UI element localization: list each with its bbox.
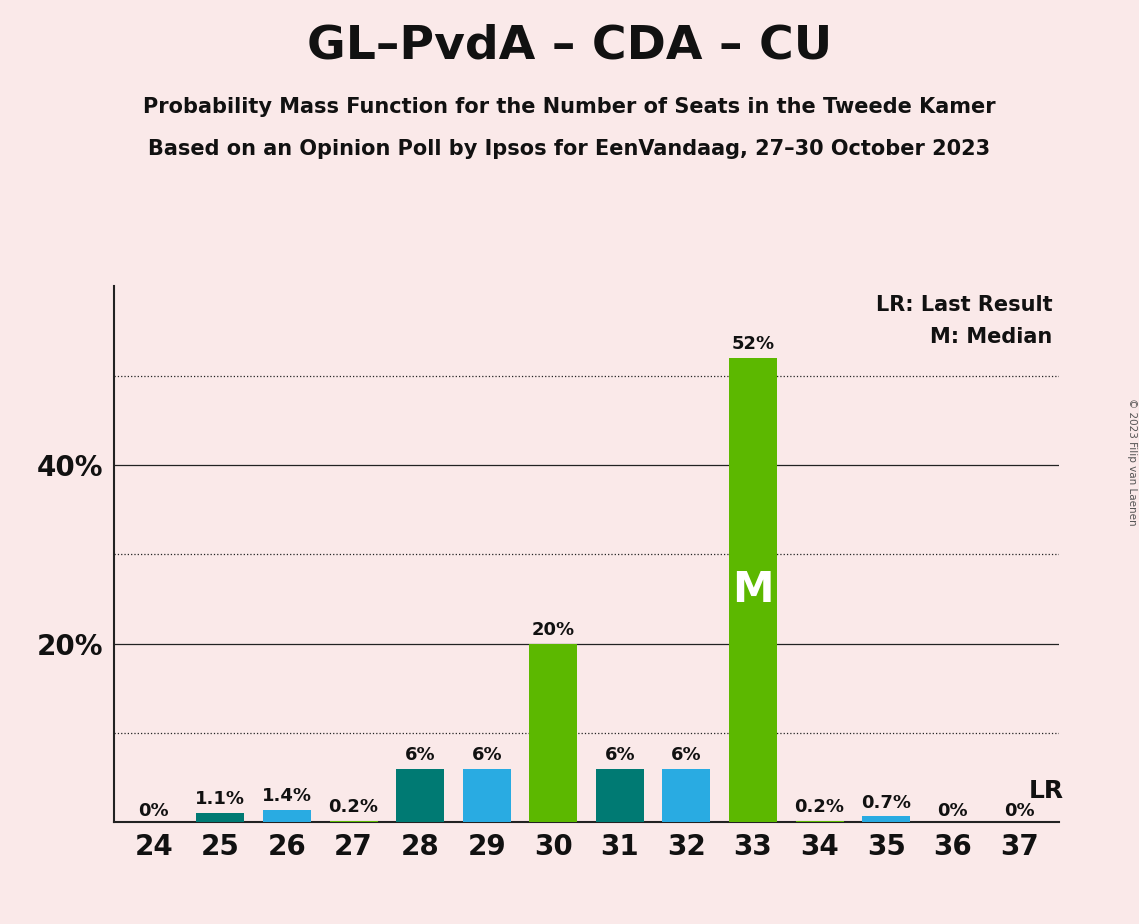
Text: Based on an Opinion Poll by Ipsos for EenVandaag, 27–30 October 2023: Based on an Opinion Poll by Ipsos for Ee… [148,139,991,159]
Text: M: Median: M: Median [931,327,1052,346]
Text: 0%: 0% [937,802,968,820]
Text: 52%: 52% [731,335,775,354]
Text: 0.2%: 0.2% [795,798,845,816]
Text: LR: LR [1029,779,1064,803]
Bar [263,809,311,822]
Text: © 2023 Filip van Laenen: © 2023 Filip van Laenen [1126,398,1137,526]
Bar [663,769,711,822]
Bar [796,821,844,822]
Bar [862,816,910,822]
Text: 6%: 6% [605,747,636,764]
Bar [530,644,577,822]
Text: 20%: 20% [532,621,575,639]
Text: 0%: 0% [139,802,170,820]
Text: 0%: 0% [1003,802,1034,820]
Text: 6%: 6% [404,747,435,764]
Bar [729,358,777,822]
Text: 6%: 6% [671,747,702,764]
Text: 0.7%: 0.7% [861,794,911,811]
Text: GL–PvdA – CDA – CU: GL–PvdA – CDA – CU [306,23,833,68]
Text: 1.1%: 1.1% [196,790,245,808]
Bar [196,812,245,822]
Text: 1.4%: 1.4% [262,787,312,806]
Text: 6%: 6% [472,747,502,764]
Bar [462,769,510,822]
Text: Probability Mass Function for the Number of Seats in the Tweede Kamer: Probability Mass Function for the Number… [144,97,995,117]
Bar [396,769,444,822]
Text: M: M [732,569,773,611]
Text: 0.2%: 0.2% [328,798,378,816]
Bar [596,769,644,822]
Text: LR: Last Result: LR: Last Result [876,296,1052,315]
Bar [329,821,377,822]
